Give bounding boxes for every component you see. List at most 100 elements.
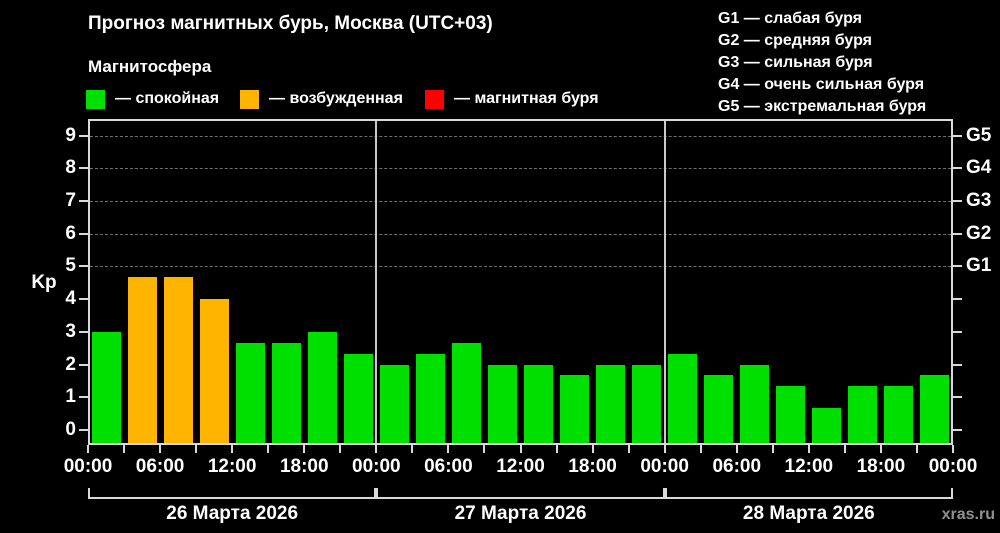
x-axis-label: 00:00 — [63, 456, 113, 477]
x-axis-label: 18:00 — [279, 456, 329, 477]
kp-bar — [343, 353, 373, 443]
kp-bar — [91, 331, 121, 443]
x-tick — [807, 445, 810, 453]
x-axis-label: 18:00 — [568, 456, 617, 477]
kp-bar — [163, 277, 193, 443]
day-bracket-tick — [664, 488, 667, 499]
day-label: 28 Марта 2026 — [742, 503, 875, 524]
legend-item-excited: — возбужденная — [240, 89, 403, 109]
storm-color-swatch — [425, 89, 444, 109]
y-axis-label: 2 — [65, 353, 76, 375]
kp-bar — [524, 364, 554, 443]
y-axis-label: 1 — [65, 386, 76, 408]
y-axis-title: Kp — [31, 271, 57, 293]
plot-border-right — [951, 119, 953, 445]
y-tick-right — [953, 396, 962, 399]
kp-bar — [487, 364, 517, 443]
y-axis-label: 6 — [65, 222, 76, 244]
y-tick-right — [953, 200, 962, 203]
x-axis-label: 00:00 — [352, 456, 401, 477]
y-tick-right — [953, 330, 962, 333]
kp-bar — [632, 364, 662, 443]
plot-border-bottom — [88, 443, 953, 445]
x-tick — [735, 445, 738, 453]
day-separator — [375, 121, 378, 443]
y-axis-label: 5 — [65, 255, 76, 277]
kp-bar — [740, 364, 770, 443]
right-axis-label: G5 — [966, 124, 992, 146]
y-tick-right — [953, 428, 962, 431]
g-scale-line-g5: G5 — экстремальная буря — [718, 98, 927, 115]
kp-bar — [271, 342, 301, 443]
y-tick — [79, 134, 88, 137]
day-label: 26 Марта 2026 — [166, 503, 299, 524]
x-tick — [375, 445, 378, 453]
excited-color-swatch — [240, 89, 259, 109]
watermark: xras.ru — [941, 506, 995, 523]
x-axis-label: 12:00 — [496, 456, 545, 477]
y-tick-right — [953, 363, 962, 366]
kp-bar — [560, 375, 590, 443]
x-tick — [591, 445, 594, 453]
y-axis-label: 3 — [65, 320, 76, 342]
y-tick-right — [953, 232, 962, 235]
x-axis-label: 00:00 — [640, 456, 689, 477]
day-bracket-line — [88, 497, 377, 499]
x-tick — [447, 445, 450, 453]
y-axis-label: 0 — [65, 418, 76, 440]
right-axis-label: G4 — [966, 157, 992, 179]
g-scale-line-g2: G2 — средняя буря — [718, 32, 872, 49]
x-tick — [663, 445, 666, 453]
day-bracket-tick — [88, 488, 90, 499]
kp-bar — [307, 331, 337, 443]
x-tick — [159, 445, 162, 453]
x-tick — [339, 445, 342, 453]
gridline — [90, 201, 951, 203]
kp-bar — [199, 299, 229, 443]
kp-bar — [127, 277, 157, 443]
y-axis-label: 4 — [65, 288, 76, 310]
plot-border-top — [88, 119, 953, 121]
right-axis-label: G3 — [966, 190, 992, 212]
quiet-color-swatch — [86, 89, 105, 109]
legend-item-storm: — магнитная буря — [425, 89, 599, 109]
y-tick — [79, 428, 88, 431]
y-tick — [79, 265, 88, 268]
x-tick — [843, 445, 846, 453]
legend-label-storm: — магнитная буря — [454, 90, 599, 107]
y-axis-label: 8 — [65, 157, 76, 179]
kp-bar — [776, 386, 806, 443]
day-bracket-line — [376, 497, 665, 499]
legend-label-excited: — возбужденная — [269, 90, 403, 107]
y-tick — [79, 200, 88, 203]
x-tick — [771, 445, 774, 453]
g-scale-line-g3: G3 — сильная буря — [718, 54, 873, 71]
day-label: 27 Марта 2026 — [454, 503, 587, 524]
kp-bar — [235, 342, 265, 443]
x-axis-label: 06:00 — [712, 456, 762, 477]
y-tick — [79, 167, 88, 170]
x-axis-label: 12:00 — [207, 456, 257, 477]
x-tick — [555, 445, 558, 453]
y-tick-right — [953, 134, 962, 137]
g-scale-line-g4: G4 — очень сильная буря — [718, 76, 925, 93]
y-tick — [79, 232, 88, 235]
y-axis-label: 9 — [65, 124, 76, 146]
kp-bar — [668, 353, 698, 443]
x-tick — [627, 445, 630, 453]
x-tick — [231, 445, 234, 453]
x-tick — [303, 445, 306, 453]
gridline — [90, 266, 951, 268]
chart-subtitle: Магнитосфера — [88, 57, 212, 76]
x-tick — [195, 445, 198, 453]
x-tick — [87, 445, 89, 453]
x-axis-label: 06:00 — [424, 456, 473, 477]
x-tick — [411, 445, 414, 453]
page-title: Прогноз магнитных бурь, Москва (UTC+03) — [88, 13, 493, 34]
y-axis-label: 7 — [65, 190, 76, 212]
gridline — [90, 135, 951, 137]
kp-bar — [379, 364, 409, 443]
y-tick — [79, 298, 88, 301]
kp-bar — [451, 342, 481, 443]
